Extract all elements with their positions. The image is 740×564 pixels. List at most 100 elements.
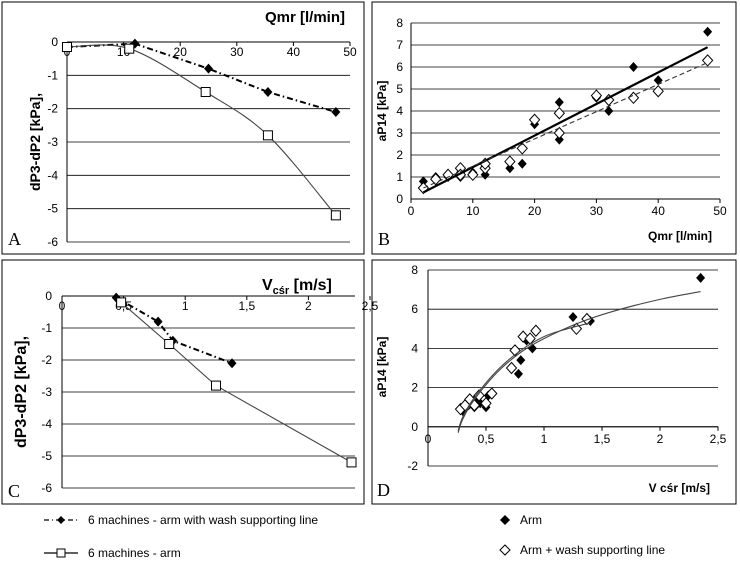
legend-item-arm-scatter: Arm [500,513,542,527]
data-point [553,126,565,140]
data-point [227,358,237,369]
data-point [331,107,341,117]
y-tick-label: -4 [41,417,52,431]
y-tick-label: -1 [41,321,52,335]
data-point [554,134,564,145]
y-tick-label: -6 [41,481,52,495]
data-point [504,155,516,168]
y-axis-label: aP14 [kPa] [375,337,389,398]
data-point [696,272,706,283]
data-point [430,172,442,186]
x-tick-label: 2 [657,432,664,446]
legend: 6 machines - arm with wash supporting li… [44,513,665,560]
y-tick-label: -3 [47,135,58,149]
x-tick-label: 50 [343,45,357,59]
x-tick-label: 30 [590,204,604,218]
data-point [590,89,603,102]
x-axis-label: V cśr [m/s] [649,481,710,495]
data-point [211,380,221,391]
data-point [505,361,518,375]
x-tick-label: 2,5 [362,299,379,313]
data-point [153,316,163,327]
y-tick-label: 6 [396,60,403,74]
x-tick-label: 50 [713,204,727,218]
panel-b: 0 1 2 3 4 5 6 7 8 0 10 20 30 40 50 B Qmr [l/min] aP14 [kP… [375,16,727,249]
series-line [66,44,337,216]
legend-label: 6 machines - arm with wash supporting li… [88,513,318,527]
panel-a: 0-1-2-3-4-5-601020304050AQmr [l/min]dP3-… [8,9,357,249]
data-point [528,113,541,127]
data-point [467,168,479,182]
data-point [553,106,565,120]
data-point [164,339,175,349]
series [418,26,713,187]
data-point [124,43,135,54]
data-point [116,297,127,308]
data-point [628,62,638,72]
x-tick-label: 0 [408,204,415,218]
y-axis-label: dP3-dP2 [kPa], [13,336,30,448]
panel-label: B [378,229,390,249]
y-tick-label: 2 [396,148,403,162]
data-point [330,210,341,221]
data-point [418,176,428,187]
data-point [581,312,593,326]
x-tick-label: 10 [466,204,480,218]
data-point [346,457,357,468]
y-tick-label: 0 [51,35,58,49]
x-tick-label: 1,5 [238,299,255,313]
data-point [200,87,211,97]
data-point [263,87,273,97]
x-tick-label: 20 [528,204,542,218]
y-tick-label: -2 [407,459,418,473]
y-tick-label: -2 [41,353,52,367]
y-tick-label: 0 [396,192,403,206]
y-tick-label: -1 [47,68,58,82]
legend-label: 6 machines - arm [88,546,181,560]
data-point [568,312,578,323]
y-tick-label: -2 [47,102,58,116]
y-tick-label: 7 [396,38,403,52]
data-point [62,42,72,52]
y-tick-label: 4 [396,104,403,118]
panel-label: A [8,229,21,249]
legend-label: Arm [520,513,542,527]
series-line [422,46,709,194]
y-tick-label: 5 [396,82,403,96]
panel-label: C [8,481,20,501]
x-tick-label: 2 [305,299,312,313]
data-point [604,106,614,116]
y-tick-label: 8 [396,16,403,30]
x-axis-label: Qmr [l/min] [648,229,712,243]
legend-item-arm: 6 machines - arm [44,546,181,560]
panel-a-frame [1,1,365,255]
panel-d-frame [371,259,737,505]
data-point [517,158,527,169]
series [457,291,701,433]
series [423,62,708,189]
legend-item-arm-with-wash: 6 machines - arm with wash supporting li… [44,513,318,527]
x-tick-label: 0 [425,432,432,446]
data-point [652,84,664,98]
series [116,297,357,468]
y-tick-label: -4 [47,168,58,182]
panel-c-frame [1,259,365,505]
filled-diamond-icon [500,515,510,525]
x-axis-label: Vcśr [m/s] [262,277,332,297]
series-line [120,301,352,463]
y-tick-label: 0 [45,289,52,303]
x-tick-label: 1,5 [594,432,611,446]
open-square-icon [56,548,66,558]
data-point [627,91,640,105]
data-point [554,97,564,108]
x-tick-label: 20 [174,45,188,59]
x-tick-label: 30 [230,45,244,59]
series-line [66,42,337,113]
series [454,312,593,416]
series-line [115,296,233,365]
data-point [204,63,213,74]
y-tick-label: 4 [411,341,418,355]
series-line [457,291,701,433]
series [457,322,591,431]
